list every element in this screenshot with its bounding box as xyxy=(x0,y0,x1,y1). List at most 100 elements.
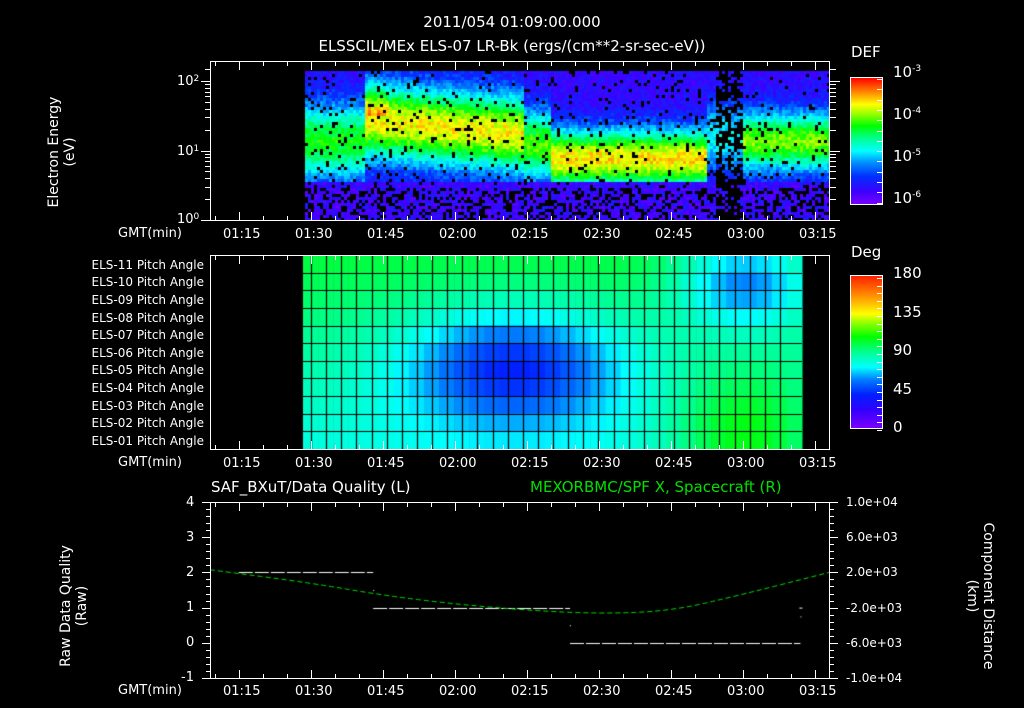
axis-tick xyxy=(830,117,836,118)
axis-tick xyxy=(551,674,552,679)
time-tick-label: 03:15 xyxy=(799,684,837,699)
axis-tick xyxy=(575,445,576,450)
axis-tick xyxy=(202,643,211,644)
axis-tick xyxy=(877,392,882,393)
time-tick-label: 01:30 xyxy=(295,227,333,242)
axis-tick xyxy=(215,502,216,507)
axis-tick xyxy=(815,502,816,511)
axis-tick xyxy=(205,109,211,110)
distance-ylabel-line2: (km) xyxy=(964,579,980,613)
axis-tick xyxy=(311,441,312,450)
axis-tick xyxy=(383,670,384,679)
axis-tick xyxy=(205,69,211,70)
axis-tick xyxy=(575,674,576,679)
def-tick-1e-4: 10-4 xyxy=(893,105,922,123)
axis-tick xyxy=(695,216,696,221)
axis-tick xyxy=(671,61,672,70)
axis-tick xyxy=(239,255,240,264)
axis-tick xyxy=(829,565,834,566)
axis-tick xyxy=(829,608,838,609)
time-tick-label: 02:30 xyxy=(583,456,621,471)
axis-tick xyxy=(205,84,211,85)
axis-tick xyxy=(455,670,456,679)
axis-tick xyxy=(206,523,211,524)
axis-tick xyxy=(599,255,600,264)
axis-tick xyxy=(239,670,240,679)
energy-ytick-100: 102 xyxy=(177,74,200,89)
distance-ytick: -1.0e+04 xyxy=(846,671,903,685)
def-colorbar-title: DEF xyxy=(851,43,881,61)
axis-tick xyxy=(829,594,834,595)
axis-tick xyxy=(206,601,211,602)
pitch-angle-xlabel: GMT(min) xyxy=(118,455,182,470)
axis-tick xyxy=(877,430,882,431)
axis-tick xyxy=(407,216,408,221)
axis-tick xyxy=(830,69,836,70)
axis-tick xyxy=(205,130,211,131)
pitch-angle-grid xyxy=(210,255,829,449)
axis-tick xyxy=(527,670,528,679)
deg-tick-0: 0 xyxy=(893,418,903,436)
time-tick-label: 01:15 xyxy=(223,456,261,471)
axis-tick xyxy=(830,84,836,85)
axis-tick xyxy=(239,502,240,511)
axis-tick xyxy=(791,255,792,260)
axis-tick xyxy=(599,670,600,679)
axis-tick xyxy=(479,445,480,450)
axis-tick xyxy=(383,441,384,450)
axis-tick xyxy=(719,502,720,507)
axis-tick xyxy=(695,674,696,679)
axis-tick xyxy=(829,622,834,623)
pa-row-label: ELS-05 Pitch Angle xyxy=(91,363,204,377)
pa-row-label: ELS-01 Pitch Angle xyxy=(91,434,204,448)
energy-ylabel: Electron Energy (eV) xyxy=(46,82,78,222)
axis-tick xyxy=(743,212,744,221)
axis-tick xyxy=(455,441,456,450)
axis-tick xyxy=(205,161,211,162)
time-tick-label: 03:15 xyxy=(799,456,837,471)
quality-ytick: 2 xyxy=(186,565,195,580)
axis-tick xyxy=(830,161,836,162)
pa-row-label: ELS-04 Pitch Angle xyxy=(91,381,204,395)
quality-ylabel: Raw Data Quality (Raw) xyxy=(58,531,90,681)
axis-tick xyxy=(791,61,792,66)
axis-tick xyxy=(311,502,312,511)
axis-tick xyxy=(830,151,840,152)
time-tick-label: 02:00 xyxy=(439,227,477,242)
axis-tick xyxy=(623,502,624,507)
axis-tick xyxy=(767,674,768,679)
axis-tick xyxy=(359,61,360,66)
axis-tick xyxy=(202,572,211,573)
axis-tick xyxy=(877,100,882,101)
axis-tick xyxy=(829,544,834,545)
axis-tick xyxy=(431,255,432,260)
pa-row-label: ELS-11 Pitch Angle xyxy=(91,258,204,272)
axis-tick xyxy=(647,216,648,221)
axis-tick xyxy=(877,362,882,363)
axis-tick xyxy=(205,88,211,89)
axis-tick xyxy=(206,664,211,665)
axis-tick xyxy=(206,615,211,616)
axis-tick xyxy=(215,61,216,66)
axis-tick xyxy=(335,61,336,66)
axis-tick xyxy=(829,558,834,559)
axis-tick xyxy=(431,445,432,450)
axis-tick xyxy=(239,61,240,70)
axis-tick xyxy=(877,324,882,325)
time-tick-label: 02:00 xyxy=(439,684,477,699)
axis-tick xyxy=(695,255,696,260)
axis-tick xyxy=(877,400,882,401)
axis-tick xyxy=(527,255,528,264)
axis-tick xyxy=(815,670,816,679)
axis-tick xyxy=(239,441,240,450)
axis-tick xyxy=(206,558,211,559)
axis-tick xyxy=(877,293,882,294)
axis-tick xyxy=(206,629,211,630)
axis-tick xyxy=(830,102,836,103)
axis-tick xyxy=(503,502,504,507)
distance-ytick: 2.0e+03 xyxy=(846,565,898,579)
pa-row-label: ELS-10 Pitch Angle xyxy=(91,275,204,289)
axis-tick xyxy=(877,79,882,80)
axis-tick xyxy=(527,502,528,511)
axis-tick xyxy=(830,154,836,155)
